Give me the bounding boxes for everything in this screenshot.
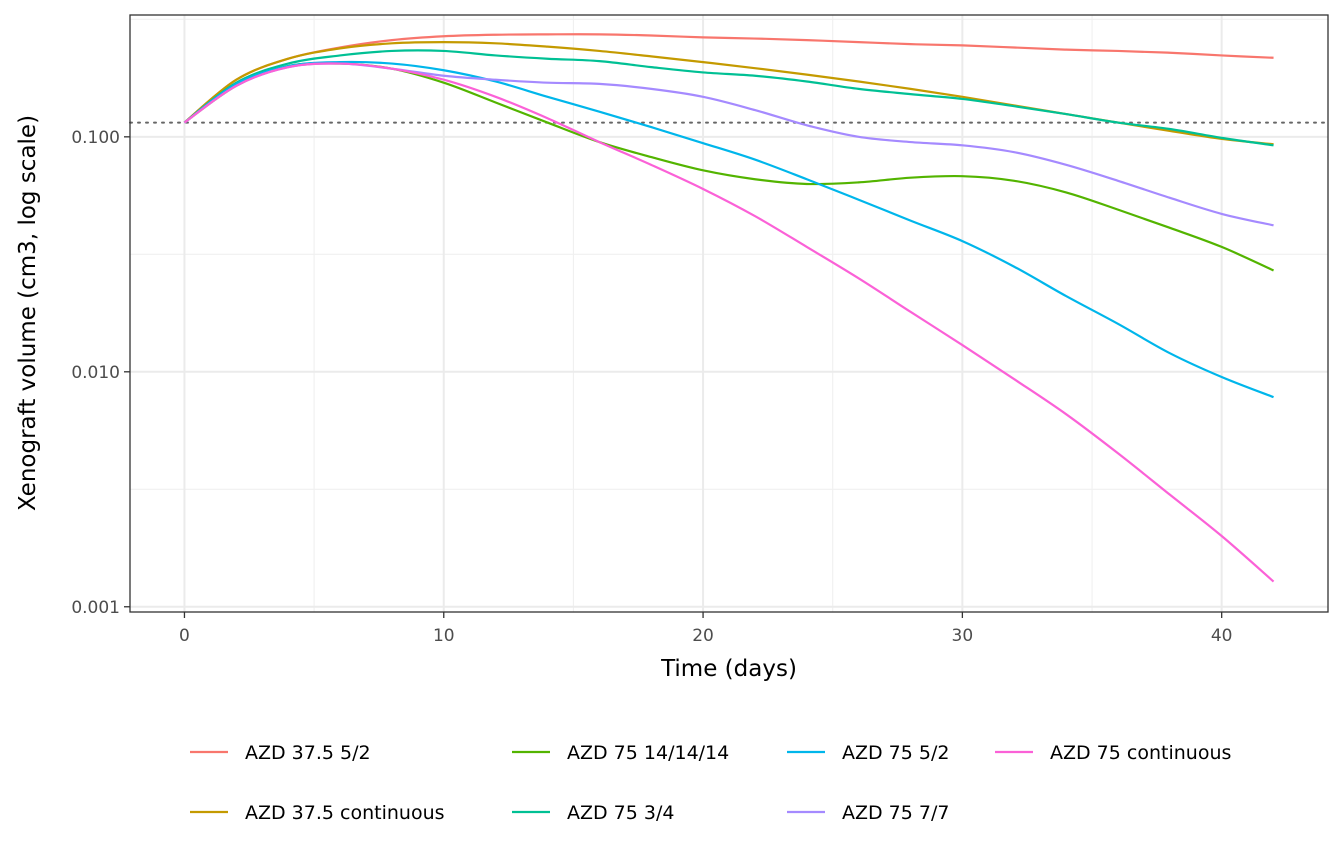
grid-minor [130, 15, 1328, 612]
x-axis-title: Time (days) [660, 656, 797, 682]
series-line-6 [183, 62, 1275, 583]
y-tick-label: 0.001 [71, 598, 120, 618]
legend-label-3: AZD 75 3/4 [567, 802, 674, 824]
legend-label-2: AZD 75 14/14/14 [567, 742, 729, 764]
x-tick-label: 10 [433, 626, 455, 646]
y-tick-label: 0.010 [71, 363, 120, 383]
x-tick-label: 40 [1211, 626, 1233, 646]
series-line-0 [183, 33, 1274, 124]
x-tick-label: 30 [952, 626, 974, 646]
panel-border [129, 14, 1329, 613]
series-line-4 [183, 60, 1274, 399]
x-tick-label: 20 [692, 626, 714, 646]
y-axis-title: Xenograft volume (cm3, log scale) [15, 115, 41, 511]
series-layer [183, 33, 1275, 583]
x-tick-label: 0 [179, 626, 190, 646]
legend-label-6: AZD 75 continuous [1050, 742, 1231, 764]
legend-label-5: AZD 75 7/7 [842, 802, 949, 824]
legend: AZD 37.5 5/2 AZD 37.5 continuous AZD 75 14… [190, 742, 1231, 824]
grid-major [130, 15, 1328, 612]
legend-label-4: AZD 75 5/2 [842, 742, 949, 764]
series-line-3 [183, 49, 1274, 147]
y-tick-label: 0.100 [71, 128, 120, 148]
tick-layer: 0 10 20 30 40 0.001 0.010 0.100 [71, 128, 1232, 646]
legend-label-0: AZD 37.5 5/2 [245, 742, 371, 764]
legend-label-1: AZD 37.5 continuous [245, 802, 445, 824]
